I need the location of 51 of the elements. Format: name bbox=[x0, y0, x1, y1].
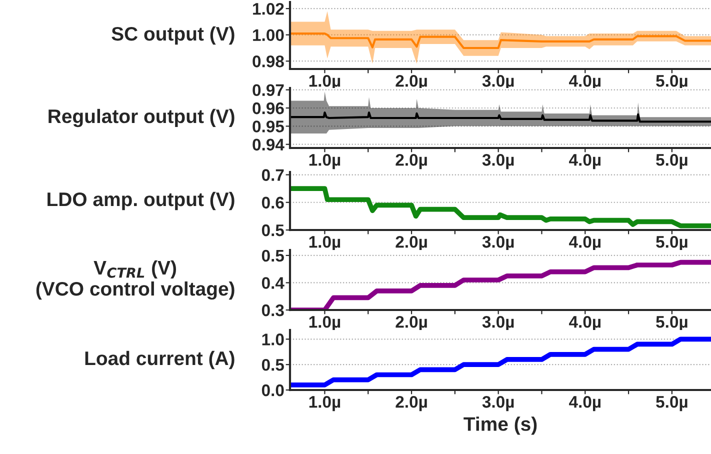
y-tick-label: 0.5 bbox=[262, 250, 284, 262]
x-tick-label: 1.0µ bbox=[309, 74, 340, 90]
y-tick-label: 0.0 bbox=[262, 384, 284, 396]
x-tick-label: 3.0µ bbox=[482, 74, 514, 90]
y-tick-label: 0.6 bbox=[262, 196, 284, 209]
x-tick-label: 4.0µ bbox=[569, 236, 601, 252]
x-tick-label: 4.0µ bbox=[569, 74, 601, 90]
x-tick-label: 5.0µ bbox=[656, 316, 688, 332]
y-tick-label: 0.96 bbox=[252, 102, 284, 114]
y-tick-label: 0.7 bbox=[262, 169, 284, 181]
x-tick-label: 3.0µ bbox=[482, 154, 514, 170]
y-axis-title: SC output (V) bbox=[112, 26, 234, 45]
x-tick-label: 5.0µ bbox=[656, 236, 688, 252]
x-tick-label: 4.0µ bbox=[569, 396, 601, 412]
x-tick-label: 1.0µ bbox=[309, 316, 340, 332]
x-tick-label: 1.0µ bbox=[309, 236, 340, 252]
x-tick-label: 4.0µ bbox=[569, 316, 601, 332]
line-series bbox=[290, 32, 711, 50]
x-tick-label: 3.0µ bbox=[482, 316, 514, 332]
x-tick-label: 2.0µ bbox=[396, 396, 427, 412]
y-axis-title: LDO amp. output (V) bbox=[48, 192, 234, 210]
line-series bbox=[290, 336, 711, 388]
y-tick-label: 0.95 bbox=[252, 120, 284, 132]
y-tick-label: 0.5 bbox=[262, 358, 284, 371]
y-tick-label: 0.94 bbox=[252, 138, 284, 151]
line-series bbox=[290, 112, 711, 123]
x-tick-label: 1.0µ bbox=[309, 154, 340, 170]
x-tick-label: 5.0µ bbox=[656, 154, 688, 170]
y-tick-label: 0.97 bbox=[252, 84, 284, 96]
x-tick-label: 2.0µ bbox=[396, 316, 427, 332]
x-tick-label: 5.0µ bbox=[656, 74, 688, 90]
y-axis-title: Load current (A) bbox=[85, 350, 234, 370]
x-tick-label: 2.0µ bbox=[396, 236, 427, 252]
x-tick-label: 3.0µ bbox=[482, 236, 514, 252]
x-tick-label: 1.0µ bbox=[309, 396, 340, 412]
x-tick-label: 3.0µ bbox=[482, 396, 514, 412]
y-axis-title: Regulator output (V) bbox=[48, 108, 234, 128]
x-tick-label: 2.0µ bbox=[396, 154, 427, 170]
y-tick-label: 0.98 bbox=[252, 56, 284, 68]
y-tick-label: 1.0 bbox=[262, 334, 284, 346]
line-series bbox=[290, 186, 711, 228]
y-axis-title: V$_{CTRL}$ (V) (VCO control voltage) bbox=[36, 260, 234, 300]
x-tick-label: 2.0µ bbox=[396, 74, 427, 90]
x-axis-title: Time (s) bbox=[464, 416, 537, 435]
x-tick-label: 4.0µ bbox=[569, 154, 601, 170]
y-tick-label: 0.5 bbox=[262, 224, 284, 236]
y-tick-label: 1.00 bbox=[253, 29, 284, 42]
y-tick-label: 1.02 bbox=[253, 2, 284, 15]
y-tick-label: 0.4 bbox=[262, 277, 284, 289]
x-tick-label: 5.0µ bbox=[656, 396, 688, 412]
y-tick-label: 0.3 bbox=[262, 304, 284, 316]
